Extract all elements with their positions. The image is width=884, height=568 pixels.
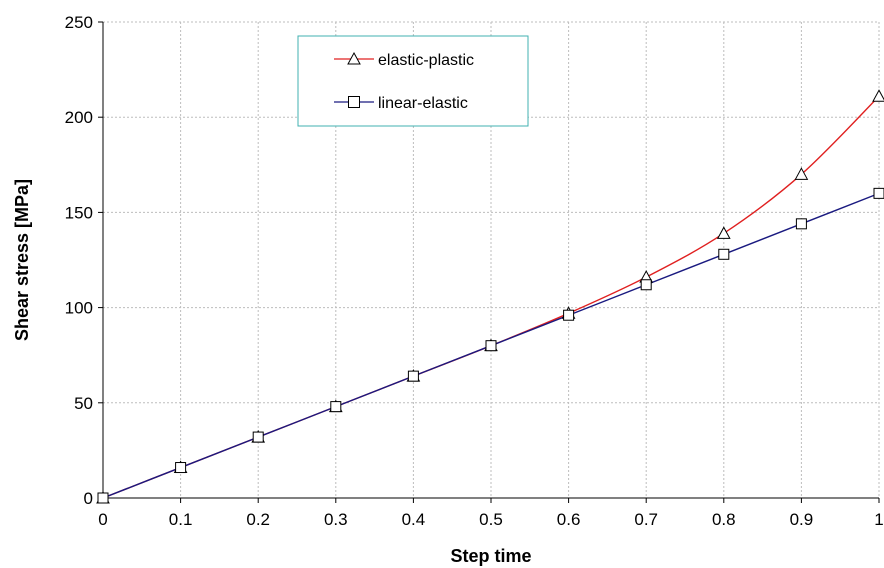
legend-box xyxy=(297,35,529,127)
series-line-elastic-plastic xyxy=(102,95,880,499)
y-axis-title: Shear stress [MPa] xyxy=(12,179,32,341)
legend-label-linear-elastic: linear-elastic xyxy=(378,95,468,112)
legend-label-elastic-plastic: elastic-plastic xyxy=(378,52,474,69)
markers-elastic-plastic xyxy=(96,89,884,504)
x-tick-label: 0 xyxy=(98,510,107,529)
x-axis-title: Step time xyxy=(450,546,531,566)
legend-item-linear-elastic: linear-elastic xyxy=(334,95,468,112)
y-tick-label: 0 xyxy=(84,489,93,508)
data-point-square xyxy=(252,431,264,443)
data-point-square xyxy=(175,462,187,474)
x-tick-label: 0.3 xyxy=(324,510,348,529)
y-tick-label: 250 xyxy=(65,13,93,32)
data-point-square xyxy=(873,187,884,199)
y-tick-label: 50 xyxy=(74,394,93,413)
data-point-square xyxy=(485,340,497,352)
x-tick-label: 0.7 xyxy=(634,510,658,529)
x-tick-label: 0.8 xyxy=(712,510,736,529)
x-tick-label: 0.1 xyxy=(169,510,193,529)
grid-lines xyxy=(102,21,880,499)
data-point-square xyxy=(407,370,419,382)
x-tick-label: 0.4 xyxy=(402,510,426,529)
data-point-square xyxy=(330,401,342,413)
data-point-square xyxy=(563,309,575,321)
series-elastic-plastic xyxy=(102,95,880,499)
x-tick-label: 0.9 xyxy=(790,510,814,529)
legend-item-elastic-plastic: elastic-plastic xyxy=(334,51,474,69)
y-tick-labels: 0 50 100 150 200 250 xyxy=(65,13,93,508)
data-point-square xyxy=(640,279,652,291)
x-tick-label: 0.6 xyxy=(557,510,581,529)
markers-linear-elastic xyxy=(97,187,884,504)
legend-triangle-marker xyxy=(347,51,361,65)
y-tick-label: 150 xyxy=(65,203,93,222)
data-point-triangle xyxy=(716,226,731,239)
x-tick-label: 0.5 xyxy=(479,510,503,529)
legend: elastic-plastic linear-elastic xyxy=(297,35,529,127)
y-tick-label: 100 xyxy=(65,299,93,318)
x-tick-label: 1 xyxy=(874,510,883,529)
x-tick-label: 0.2 xyxy=(246,510,270,529)
series-group xyxy=(96,89,884,504)
x-tick-labels: 0 0.1 0.2 0.3 0.4 0.5 0.6 0.7 0.8 0.9 1 xyxy=(98,510,883,529)
y-tick-label: 200 xyxy=(65,108,93,127)
data-point-square xyxy=(718,248,730,260)
data-point-triangle xyxy=(794,167,809,180)
legend-square-marker xyxy=(348,96,360,108)
data-point-square xyxy=(97,492,109,504)
data-point-triangle xyxy=(872,89,884,102)
data-point-square xyxy=(795,218,807,230)
